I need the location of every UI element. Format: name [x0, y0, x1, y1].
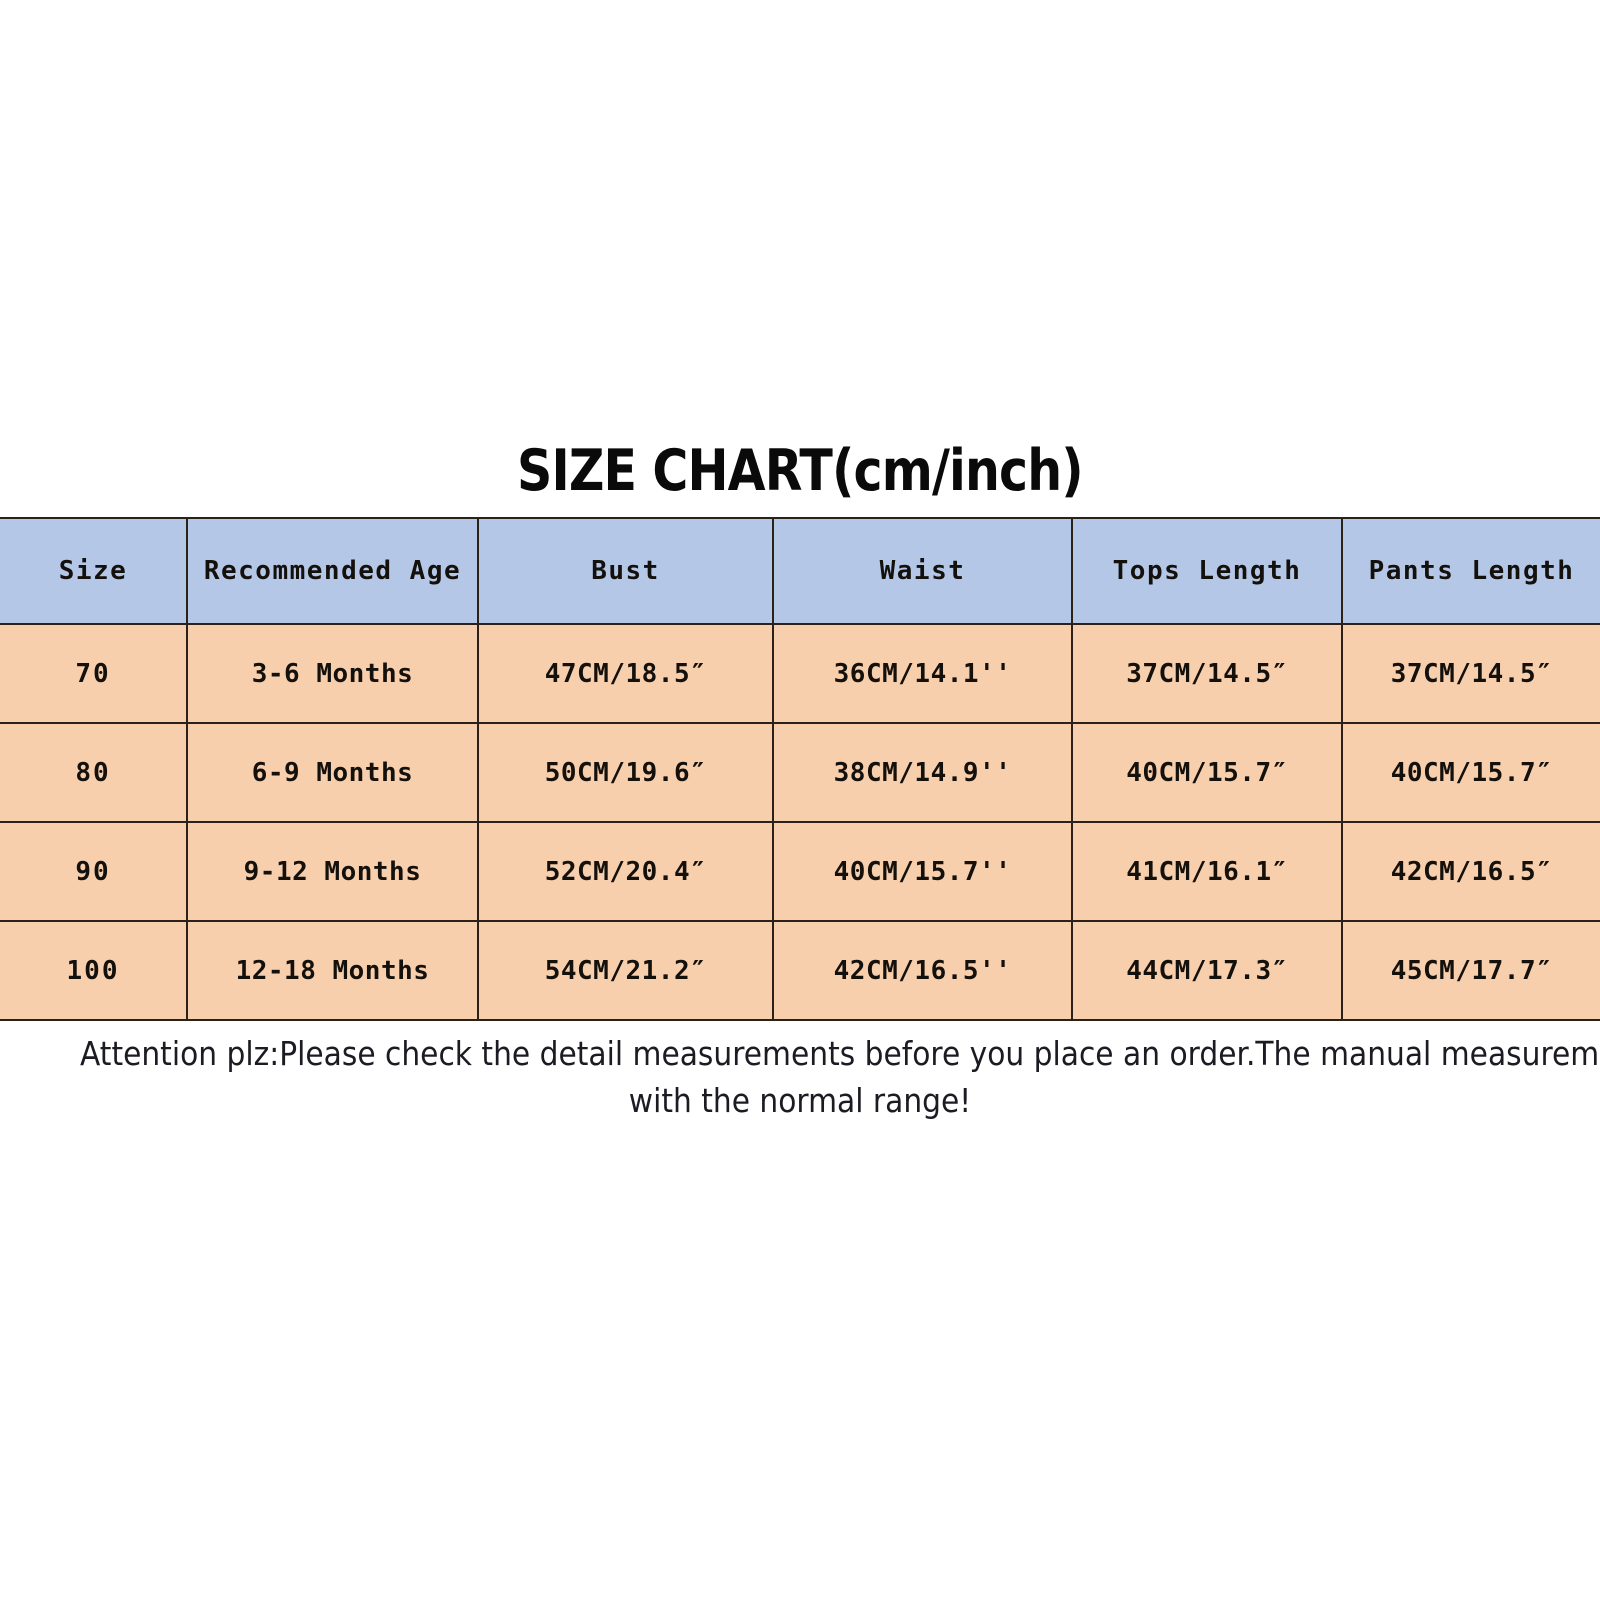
cell-pants-length: 40CM/15.7″: [1341, 722, 1600, 823]
cell-tops-length: 41CM/16.1″: [1071, 821, 1343, 922]
cell-size: 100: [0, 920, 188, 1021]
cell-size: 80: [0, 722, 188, 823]
cell-bust: 47CM/18.5″: [477, 623, 774, 724]
column-header-tops-length: Tops Length: [1071, 517, 1343, 625]
attention-note: Attention plz:Please check the detail me…: [0, 1030, 1600, 1124]
cell-pants-length: 45CM/17.7″: [1341, 920, 1600, 1021]
column-header-recommended-age: Recommended Age: [186, 517, 479, 625]
size-chart-table: Size Recommended Age Bust Waist Tops Len…: [0, 517, 1600, 1021]
cell-size: 70: [0, 623, 188, 724]
cell-waist: 40CM/15.7'': [772, 821, 1073, 922]
cell-bust: 52CM/20.4″: [477, 821, 774, 922]
column-header-size: Size: [0, 517, 188, 625]
page-title-text: SIZE CHART(cm/inch): [517, 438, 1084, 504]
cell-size: 90: [0, 821, 188, 922]
cell-recommended-age: 9-12 Months: [186, 821, 479, 922]
cell-waist: 38CM/14.9'': [772, 722, 1073, 823]
table-row: 90 9-12 Months 52CM/20.4″ 40CM/15.7'' 41…: [0, 821, 1600, 922]
cell-bust: 50CM/19.6″: [477, 722, 774, 823]
cell-pants-length: 42CM/16.5″: [1341, 821, 1600, 922]
cell-tops-length: 37CM/14.5″: [1071, 623, 1343, 724]
page-title: SIZE CHART(cm/inch): [0, 440, 1600, 502]
table-row: 70 3-6 Months 47CM/18.5″ 36CM/14.1'' 37C…: [0, 623, 1600, 724]
cell-recommended-age: 3-6 Months: [186, 623, 479, 724]
column-header-waist: Waist: [772, 517, 1073, 625]
cell-tops-length: 44CM/17.3″: [1071, 920, 1343, 1021]
cell-bust: 54CM/21.2″: [477, 920, 774, 1021]
cell-waist: 42CM/16.5'': [772, 920, 1073, 1021]
column-header-bust: Bust: [477, 517, 774, 625]
table-row: 80 6-9 Months 50CM/19.6″ 38CM/14.9'' 40C…: [0, 722, 1600, 823]
attention-note-line-2: with the normal range!: [628, 1081, 972, 1120]
cell-waist: 36CM/14.1'': [772, 623, 1073, 724]
cell-recommended-age: 12-18 Months: [186, 920, 479, 1021]
cell-tops-length: 40CM/15.7″: [1071, 722, 1343, 823]
column-header-pants-length: Pants Length: [1341, 517, 1600, 625]
cell-pants-length: 37CM/14.5″: [1341, 623, 1600, 724]
cell-recommended-age: 6-9 Months: [186, 722, 479, 823]
attention-note-line-1: Attention plz:Please check the detail me…: [80, 1034, 1600, 1073]
table-row: 100 12-18 Months 54CM/21.2″ 42CM/16.5'' …: [0, 920, 1600, 1021]
table-header-row: Size Recommended Age Bust Waist Tops Len…: [0, 517, 1600, 625]
